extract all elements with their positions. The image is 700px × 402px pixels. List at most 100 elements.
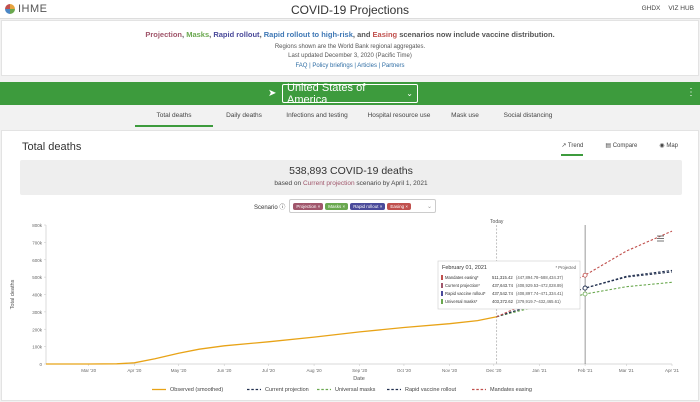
dropdown-chevron-icon[interactable]: ⌄: [427, 203, 433, 210]
x-tick-label: Feb '21: [578, 368, 593, 373]
tooltip-swatch: [441, 291, 443, 296]
country-select[interactable]: United States of America ⌄: [282, 81, 418, 106]
x-tick-label: Apr '21: [665, 368, 680, 373]
scenario-label: Scenario ⓘ: [254, 202, 285, 211]
view-tabs: ↗ Trend ▤ Compare ◉ Map: [561, 142, 678, 156]
tab-infections-testing[interactable]: Infections and testing: [286, 112, 348, 119]
ihme-logo-icon: [5, 4, 15, 14]
tab-social-distancing[interactable]: Social distancing: [503, 112, 553, 119]
headline-rapid-rollout-high-risk: Rapid rollout to high-risk: [263, 30, 353, 39]
tooltip-row-range: (408,897.74–471,334.41): [516, 291, 564, 296]
series-line-rapid-vaccine-rollout: [496, 271, 673, 318]
y-axis-label: Total deaths: [10, 279, 16, 309]
chip-projection[interactable]: Projection ×: [293, 202, 324, 210]
chip-masks[interactable]: Masks ×: [325, 202, 349, 210]
view-tab-compare-label: Compare: [612, 143, 638, 149]
summary-headline: 538,893 COVID-19 deaths: [289, 165, 413, 177]
tooltip-swatch: [441, 275, 443, 280]
headline-rapid-rollout: Rapid rollout: [213, 30, 260, 39]
y-tick-label: 0: [39, 362, 42, 367]
x-tick-label: Mar '20: [81, 368, 96, 373]
link-ghdx[interactable]: GHDX: [641, 5, 661, 12]
tooltip-row-label: Mandates easing*: [445, 275, 479, 280]
banner-headline: Projection, Masks, Rapid rollout, Rapid …: [145, 30, 555, 39]
y-tick-label: 800k: [32, 223, 43, 228]
hover-point: [582, 285, 588, 291]
tooltip-note: * Projected: [556, 265, 577, 270]
announcement-banner: Projection, Masks, Rapid rollout, Rapid …: [1, 20, 699, 76]
tooltip-row-label: Current projection*: [445, 283, 480, 288]
tooltip-row-value: 511,315.42: [492, 275, 513, 280]
tab-mask-use[interactable]: Mask use: [451, 112, 479, 119]
link-policy-briefings[interactable]: Policy briefings: [312, 63, 353, 69]
tooltip-row-value: 403,372.62: [492, 299, 514, 304]
view-tab-map[interactable]: ◉ Map: [659, 142, 678, 156]
chevron-down-icon: ⌄: [406, 89, 413, 98]
x-tick-label: Jul '20: [262, 368, 275, 373]
tab-hospital-resource-use[interactable]: Hospital resource use: [367, 112, 431, 119]
tooltip-row-range: (447,894.78–588,434.37): [516, 275, 564, 280]
location-bar: ➤ United States of America ⌄ ⋮: [0, 81, 700, 106]
headline-projection: Projection: [145, 30, 183, 39]
summary-pre: based on: [274, 180, 302, 187]
info-icon[interactable]: ⓘ: [279, 204, 286, 211]
scenario-label-text: Scenario: [254, 204, 278, 211]
series-line-current-projection: [496, 269, 673, 318]
series-line-observed-smoothed-: [46, 316, 497, 365]
link-faq[interactable]: FAQ: [295, 63, 308, 69]
legend-label: Universal masks: [335, 387, 376, 393]
tooltip-row-range: (408,929.53–472,028.89): [516, 283, 564, 288]
y-tick-label: 300k: [32, 310, 43, 315]
today-label: Today: [490, 219, 504, 225]
x-tick-label: Jan '21: [532, 368, 547, 373]
legend-label: Observed (smoothed): [170, 387, 223, 393]
tooltip-date: February 01, 2021: [442, 265, 487, 271]
logo-text: IHME: [18, 3, 48, 15]
legend-label: Mandates easing: [490, 387, 532, 393]
view-tab-trend-label: Trend: [567, 143, 584, 149]
country-select-value: United States of America: [287, 81, 366, 106]
chip-rapid-rollout[interactable]: Rapid rollout ×: [350, 202, 386, 210]
x-tick-label: Sep '20: [352, 368, 368, 373]
view-tab-trend[interactable]: ↗ Trend: [561, 142, 584, 156]
y-tick-label: 100k: [32, 345, 43, 350]
tab-daily-deaths[interactable]: Daily deaths: [226, 112, 262, 119]
y-tick-label: 600k: [32, 258, 43, 263]
ihme-logo[interactable]: IHME: [5, 3, 48, 15]
chip-easing[interactable]: Easing ×: [387, 202, 411, 210]
app-title: COVID-19 Projections: [290, 3, 410, 17]
tooltip-row-range: (379,919.7–432,465.61): [516, 299, 561, 304]
globe-icon: ◉: [659, 143, 665, 149]
tooltip-row-value: 437,643.74: [492, 283, 514, 288]
main-tabs: Total deaths Daily deaths Infections and…: [0, 105, 700, 127]
summary-box: 538,893 COVID-19 deaths based on Current…: [20, 160, 682, 195]
headline-easing: Easing: [372, 30, 398, 39]
chip-rapid-rollout-label: Rapid rollout: [353, 203, 379, 209]
chart-menu-icon[interactable]: [657, 235, 664, 242]
total-deaths-chart: 0 100k 200k 300k 400k 500k 600k 700k 800k Mar '20…: [10, 219, 680, 393]
tooltip-row-label: Rapid vaccine rollout*: [445, 291, 486, 296]
top-links: GHDX VIZ HUB: [642, 5, 694, 12]
x-tick-label: Aug '20: [307, 368, 323, 373]
hover-point: [582, 291, 588, 297]
tooltip-swatch: [441, 283, 443, 288]
more-options-icon[interactable]: ⋮: [686, 87, 696, 98]
view-tab-compare[interactable]: ▤ Compare: [605, 142, 637, 156]
x-tick-label: Oct '20: [397, 368, 412, 373]
x-tick-label: Jun '20: [217, 368, 232, 373]
link-partners[interactable]: Partners: [381, 63, 405, 69]
legend-label: Rapid vaccine rollout: [405, 387, 457, 393]
total-deaths-panel: Total deaths ↗ Trend ▤ Compare ◉ Map 538…: [1, 130, 699, 401]
x-tick-label: Nov '20: [442, 368, 458, 373]
compare-icon: ▤: [605, 143, 612, 149]
summary-post: scenario by April 1, 2021: [356, 180, 428, 187]
tab-total-deaths[interactable]: Total deaths: [135, 105, 213, 127]
link-articles[interactable]: Articles: [357, 63, 377, 69]
panel-title: Total deaths: [22, 141, 82, 153]
link-viz-hub[interactable]: VIZ HUB: [668, 5, 694, 12]
chip-projection-label: Projection: [296, 203, 317, 209]
x-tick-label: Apr '20: [127, 368, 142, 373]
trend-icon: ↗: [561, 143, 567, 149]
scenario-multiselect[interactable]: Projection × Masks × Rapid rollout × Eas…: [289, 199, 437, 213]
headline-masks: Masks: [186, 30, 210, 39]
